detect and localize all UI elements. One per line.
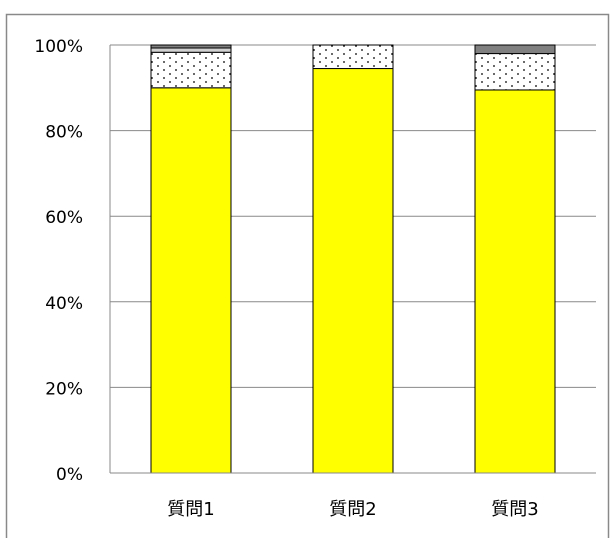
y-tick-label: 40% — [45, 294, 83, 314]
x-tick-label: 質問2 — [329, 499, 376, 520]
x-tick-label: 質問3 — [491, 499, 538, 520]
y-tick-label: 60% — [45, 208, 83, 228]
bar-segment — [150, 51, 232, 89]
axes: 0% 20% 40% 60% 80% 100% 質問1 質問2 質問3 — [34, 37, 596, 520]
chart-border — [5, 13, 610, 543]
bars — [150, 44, 556, 474]
y-tick-label: 0% — [56, 465, 83, 485]
x-tick-label: 質問1 — [167, 499, 214, 520]
bar-segment — [312, 44, 394, 70]
bar-segment — [150, 44, 232, 49]
bar-segment — [474, 89, 556, 474]
bar-segment — [150, 47, 232, 53]
y-tick-label: 100% — [34, 37, 83, 57]
bar-segment — [474, 44, 556, 55]
y-tick-label: 20% — [45, 379, 83, 399]
bar-segment — [150, 87, 232, 474]
bar-segment — [312, 68, 394, 474]
y-tick-label: 80% — [45, 123, 83, 143]
bar-segment — [474, 53, 556, 91]
